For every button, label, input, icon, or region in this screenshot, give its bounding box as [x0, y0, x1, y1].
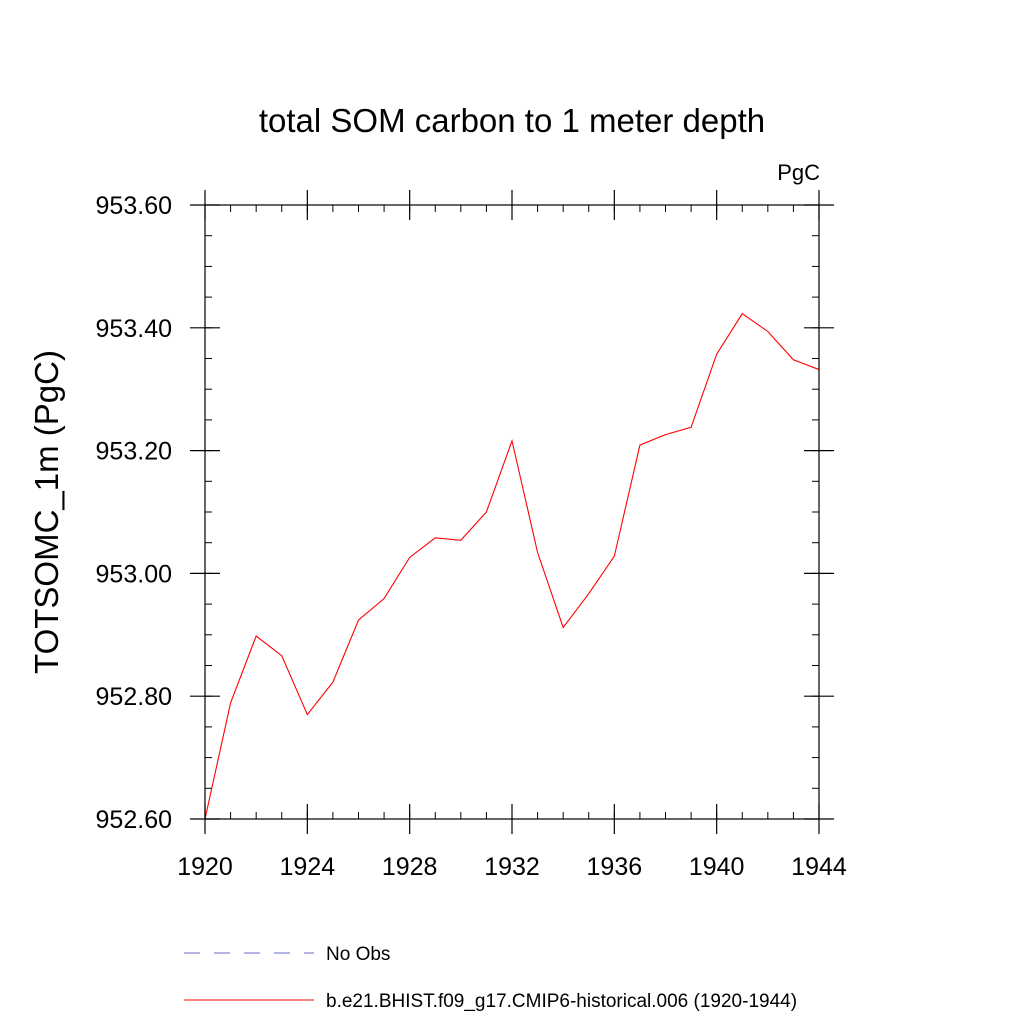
tick-labels: 1920 1924 1928 1932 1936 1940 1944 952.60 952.80… [96, 192, 847, 881]
legend-label: b.e21.BHIST.f09_g17.CMIP6-historical.006… [326, 991, 797, 1012]
x-tick-label: 1940 [689, 853, 745, 881]
plot-frame [204, 204, 820, 820]
legend: No Obs b.e21.BHIST.f09_g17.CMIP6-historic… [184, 944, 797, 1012]
y-tick-label: 953.60 [96, 192, 172, 220]
series-line [204, 312, 820, 820]
y-axis-label: TOTSOMC_1m (PgC) [28, 350, 65, 674]
x-tick-label: 1936 [587, 853, 643, 881]
units-label: PgC [777, 160, 820, 185]
chart-title: total SOM carbon to 1 meter depth [259, 102, 765, 139]
legend-entry: No Obs [184, 944, 390, 965]
x-tick-label: 1928 [382, 853, 438, 881]
x-tick-label: 1944 [791, 853, 847, 881]
x-tick-label: 1920 [177, 853, 233, 881]
x-tick-label: 1932 [484, 853, 540, 881]
legend-entry: b.e21.BHIST.f09_g17.CMIP6-historical.006… [184, 991, 797, 1012]
series-layer [204, 312, 820, 820]
y-tick-label: 953.40 [96, 315, 172, 343]
y-tick-label: 953.20 [96, 438, 172, 466]
major-ticks [190, 190, 834, 834]
y-tick-label: 952.60 [96, 806, 172, 834]
minor-ticks [204, 204, 820, 820]
y-tick-label: 953.00 [96, 560, 172, 588]
x-tick-label: 1924 [280, 853, 336, 881]
legend-label: No Obs [326, 944, 390, 965]
y-tick-label: 952.80 [96, 683, 172, 711]
